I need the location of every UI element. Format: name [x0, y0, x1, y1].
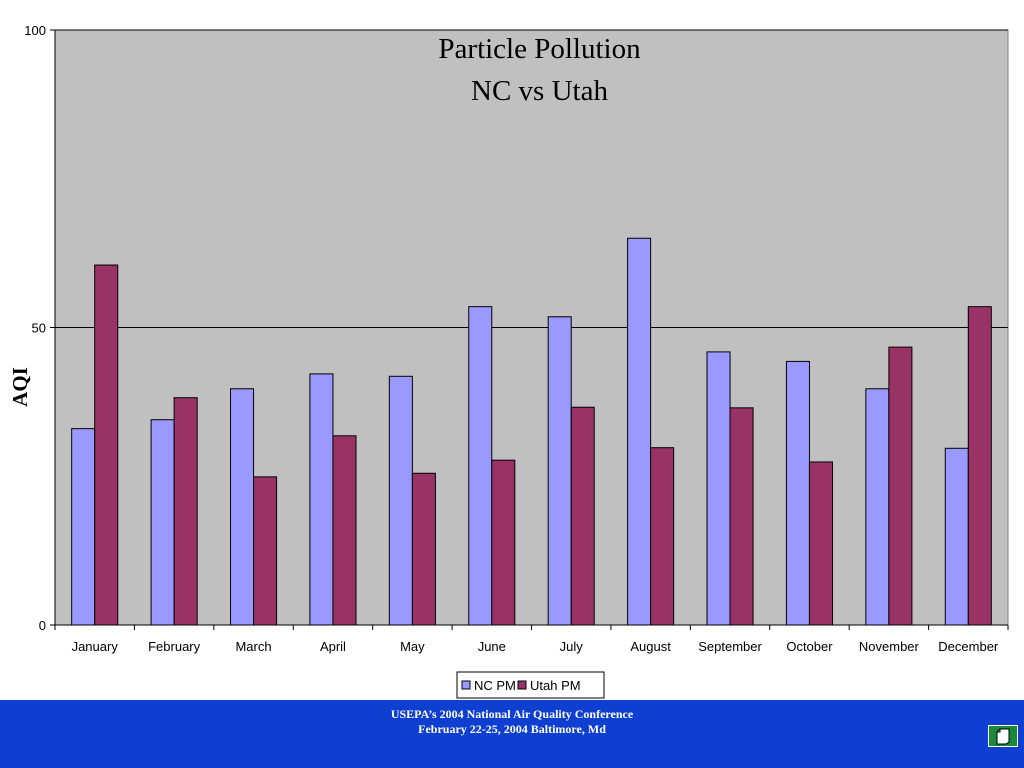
x-tick-label: July	[560, 639, 584, 654]
chart-title-line-1: Particle Pollution	[438, 33, 641, 65]
x-tick-label: December	[938, 639, 999, 654]
x-tick-label: March	[235, 639, 271, 654]
y-tick-label: 50	[32, 321, 46, 336]
legend-label: NC PM	[474, 678, 516, 693]
legend-swatch	[461, 680, 471, 690]
bar-nc-pm-january	[71, 428, 96, 626]
bar-nc-pm-february	[150, 419, 175, 626]
bar-nc-pm-july	[547, 316, 572, 626]
x-tick-label: April	[320, 639, 346, 654]
bar-nc-pm-august	[627, 237, 652, 626]
bar-utah-pm-august	[650, 447, 675, 626]
x-tick-label: September	[698, 639, 762, 654]
conference-footer: USEPA’s 2004 National Air Quality Confer…	[0, 700, 1024, 768]
bar-nc-pm-november	[865, 388, 890, 626]
bar-utah-pm-june	[491, 459, 516, 626]
slide-nav-button[interactable]	[988, 725, 1018, 747]
bar-utah-pm-april	[332, 435, 357, 626]
bar-utah-pm-december	[967, 306, 992, 626]
legend-label: Utah PM	[530, 678, 581, 693]
bar-utah-pm-february	[173, 397, 198, 626]
chart-title-line-2: NC vs Utah	[471, 75, 608, 107]
bar-nc-pm-december	[944, 447, 969, 626]
x-tick-label: August	[630, 639, 671, 654]
bar-nc-pm-april	[309, 373, 334, 626]
bar-utah-pm-may	[411, 472, 436, 626]
bar-nc-pm-october	[785, 360, 810, 626]
bar-utah-pm-september	[729, 407, 754, 626]
bars	[71, 237, 992, 626]
bar-utah-pm-july	[570, 406, 595, 626]
legend-swatch	[517, 680, 527, 690]
x-tick-label: January	[72, 639, 119, 654]
x-tick-label: November	[859, 639, 920, 654]
y-tick-label: 100	[24, 23, 46, 38]
bar-utah-pm-january	[94, 264, 119, 626]
bar-utah-pm-october	[808, 461, 833, 626]
bar-nc-pm-june	[468, 306, 493, 626]
x-tick-label: May	[400, 639, 425, 654]
y-tick-label: 0	[39, 618, 46, 633]
bar-utah-pm-november	[888, 346, 913, 626]
bar-nc-pm-september	[706, 351, 731, 626]
footer-conference-dates: February 22-25, 2004 Baltimore, Md	[418, 722, 606, 736]
bar-utah-pm-march	[253, 476, 278, 626]
legend: NC PM Utah PM	[456, 671, 605, 699]
x-tick-label: June	[478, 639, 506, 654]
y-axis-label: AQI	[8, 367, 32, 407]
x-tick-label: October	[786, 639, 833, 654]
bar-nc-pm-march	[230, 388, 255, 626]
particle-pollution-chart: 0 50 100 January February March April May June Ju…	[8, 23, 1009, 699]
axes: 0 50 100 January February March April May June Ju…	[24, 23, 1009, 654]
footer-conference-name: USEPA’s 2004 National Air Quality Confer…	[390, 707, 634, 721]
bar-nc-pm-may	[388, 375, 413, 626]
document-icon	[996, 728, 1010, 745]
gridlines	[55, 29, 1008, 328]
legend-box	[456, 671, 605, 699]
x-tick-label: February	[148, 639, 201, 654]
